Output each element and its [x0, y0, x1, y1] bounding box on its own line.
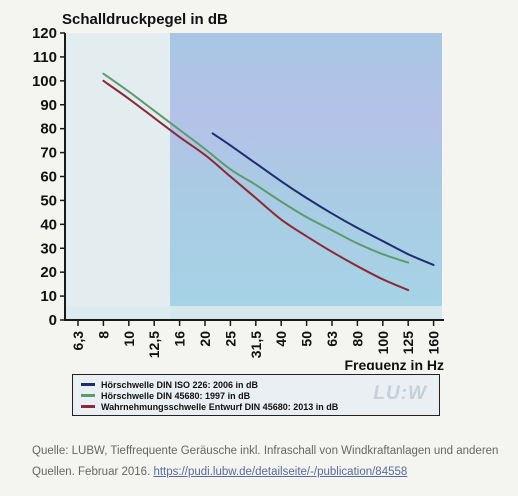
caption-text: Quelle: LUBW, Tieffrequente Geräusche in… [32, 445, 499, 478]
x-tick-label: 25 [222, 331, 238, 347]
x-tick-label: 16 [172, 331, 188, 347]
y-tick-label: 20 [40, 264, 57, 281]
legend-label-din45680-2013: Wahrnehmungsschwelle Entwurf DIN 45680: … [101, 401, 339, 412]
x-tick-label: 10 [121, 331, 137, 347]
legend-swatch-iso226 [81, 383, 95, 386]
y-tick-label: 110 [33, 49, 57, 66]
y-tick-label: 100 [32, 73, 57, 90]
x-tick-label: 50 [299, 331, 315, 347]
x-tick-label: 8 [95, 331, 111, 339]
x-tick-label: 125 [400, 331, 416, 355]
y-tick-label: 40 [40, 216, 57, 233]
y-tick-label: 10 [40, 288, 57, 305]
x-tick-label: 160 [426, 331, 442, 355]
y-tick-label: 90 [40, 97, 57, 114]
x-axis-label: Frequenz in Hz [344, 357, 444, 370]
plot-bottom-strip [65, 306, 442, 319]
source-caption: Quelle: LUBW, Tieffrequente Geräusche in… [32, 441, 502, 483]
x-tick-label: 12,5 [146, 331, 162, 358]
x-tick-label: 80 [349, 331, 365, 347]
series-line-iso226 [211, 132, 435, 266]
y-tick-label: 60 [40, 169, 57, 186]
legend-swatch-din45680-1997 [81, 394, 95, 397]
y-tick-label: 80 [40, 121, 57, 138]
y-tick-label: 120 [32, 25, 57, 42]
series-line-din45680-2013 [102, 79, 410, 292]
source-link[interactable]: https://pudi.lubw.de/detailseite/-/publi… [153, 466, 408, 478]
legend-item-iso226: Hörschwelle DIN ISO 226: 2006 in dB [81, 379, 258, 390]
chart: 0 10 20 30 40 50 60 70 80 90 100 110 120 6,3 8 10 12,5 1… [32, 11, 444, 370]
lubw-logo: LU:W [373, 383, 427, 404]
legend-item-din45680-2013: Wahrnehmungsschwelle Entwurf DIN 45680: … [81, 401, 338, 412]
series-line-din45680-1997 [102, 72, 410, 264]
y-tick-label: 0 [49, 312, 57, 329]
legend-swatch-din45680-2013 [81, 405, 95, 408]
legend-item-din45680-1997: Hörschwelle DIN 45680: 1997 in dB [81, 390, 250, 401]
legend-label-din45680-1997: Hörschwelle DIN 45680: 1997 in dB [101, 390, 251, 401]
x-tick-label: 40 [273, 331, 289, 347]
x-tick-label: 6,3 [70, 331, 86, 351]
legend-label-iso226: Hörschwelle DIN ISO 226: 2006 in dB [101, 379, 259, 390]
x-tick-label: 20 [197, 331, 213, 347]
plot-background-left [65, 33, 170, 319]
x-tick-label: 63 [324, 331, 340, 347]
chart-title: Schalldruckpegel in dB [62, 11, 228, 28]
plot-background-right [170, 33, 442, 319]
x-tick-label: 31,5 [248, 331, 264, 358]
y-tick-label: 50 [40, 192, 57, 209]
y-tick-label: 70 [40, 145, 57, 162]
legend: Hörschwelle DIN ISO 226: 2006 in dB Hörs… [72, 374, 440, 416]
y-tick-label: 30 [40, 240, 57, 257]
x-tick-label: 100 [375, 331, 391, 355]
